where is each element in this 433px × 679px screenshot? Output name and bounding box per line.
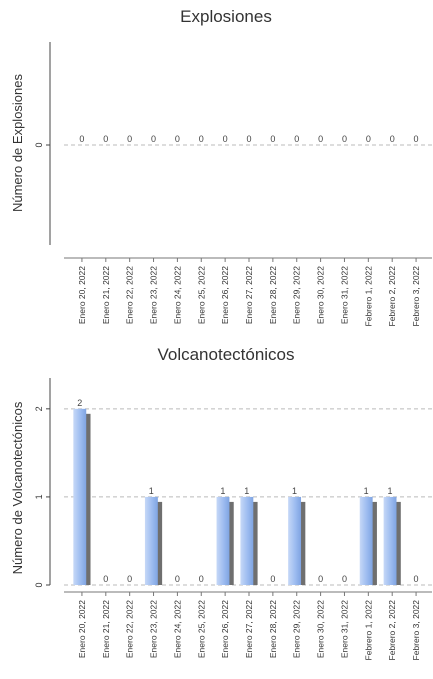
x-tick-label: Enero 24, 2022 — [172, 266, 182, 324]
bar — [73, 408, 87, 585]
chart-title: Volcanotectónicos — [157, 345, 294, 364]
data-label: 0 — [318, 134, 323, 144]
data-label: 0 — [318, 574, 323, 584]
volcanotectonicos-chart: Volcanotectónicos Número de Volcanotectó… — [10, 345, 432, 660]
x-tick-label: Enero 30, 2022 — [316, 600, 326, 658]
plot-area: 0 0 Enero 20, 2022 0 Enero 21, 2022 0 Enero 22… — [34, 42, 432, 326]
x-tick-label: Enero 22, 2022 — [125, 266, 135, 324]
x-tick-label: Enero 22, 2022 — [125, 600, 135, 658]
y-tick-label: 0 — [34, 582, 44, 587]
data-label: 0 — [127, 574, 132, 584]
x-tick-label: Febrero 3, 2022 — [411, 266, 421, 327]
data-label: 0 — [151, 134, 156, 144]
data-label: 0 — [270, 134, 275, 144]
x-tick-label: Enero 24, 2022 — [172, 600, 182, 658]
x-tick-label: Enero 21, 2022 — [101, 600, 111, 658]
x-tick-label: Enero 27, 2022 — [244, 266, 254, 324]
x-tick-label: Enero 21, 2022 — [101, 266, 111, 324]
bar — [144, 496, 158, 585]
x-tick-label: Febrero 2, 2022 — [387, 266, 397, 327]
data-label: 1 — [220, 486, 225, 496]
y-tick-label: 2 — [34, 406, 44, 411]
data-label: 0 — [366, 134, 371, 144]
data-label: 0 — [103, 134, 108, 144]
data-label: 0 — [342, 574, 347, 584]
y-tick-label: 0 — [34, 142, 44, 147]
x-tick-label: Enero 26, 2022 — [220, 266, 230, 324]
data-label: 0 — [342, 134, 347, 144]
x-tick-label: Enero 20, 2022 — [77, 600, 87, 658]
bar-shadow — [154, 501, 163, 585]
data-label: 0 — [103, 574, 108, 584]
data-label: 0 — [414, 574, 419, 584]
x-tick-label: Enero 27, 2022 — [244, 600, 254, 658]
x-tick-label: Febrero 2, 2022 — [387, 600, 397, 661]
y-tick-label: 1 — [34, 494, 44, 499]
bar — [359, 496, 373, 585]
x-tick-label: Enero 20, 2022 — [77, 266, 87, 324]
data-label: 2 — [77, 398, 82, 408]
x-tick-label: Enero 31, 2022 — [339, 600, 349, 658]
data-label: 0 — [414, 134, 419, 144]
bar-shadow — [249, 501, 258, 585]
x-tick-label: Enero 30, 2022 — [316, 266, 326, 324]
x-tick-label: Enero 25, 2022 — [196, 266, 206, 324]
x-tick-label: Enero 23, 2022 — [149, 600, 159, 658]
bar-shadow — [369, 501, 377, 585]
data-label: 0 — [246, 134, 251, 144]
data-label: 1 — [387, 486, 392, 496]
explosiones-chart: Explosiones Número de Explosiones 0 0 Ener… — [10, 7, 432, 326]
data-label: 0 — [390, 134, 395, 144]
x-tick-label: Enero 28, 2022 — [268, 266, 278, 324]
data-label: 1 — [244, 486, 249, 496]
data-label: 0 — [199, 574, 204, 584]
data-label: 0 — [294, 134, 299, 144]
data-label: 0 — [127, 134, 132, 144]
x-tick-label: Enero 23, 2022 — [149, 266, 159, 324]
x-tick-label: Febrero 1, 2022 — [363, 266, 373, 327]
x-tick-label: Febrero 1, 2022 — [363, 600, 373, 661]
bar-shadow — [393, 501, 401, 585]
data-label: 1 — [364, 486, 369, 496]
bar — [383, 496, 397, 585]
x-tick-label: Enero 29, 2022 — [292, 600, 302, 658]
bar-shadow — [82, 413, 91, 585]
bar-shadow — [225, 501, 234, 585]
x-tick-label: Febrero 3, 2022 — [411, 600, 421, 661]
bar — [216, 496, 230, 585]
y-axis-label: Número de Explosiones — [10, 73, 25, 212]
data-label: 0 — [223, 134, 228, 144]
x-tick-label: Enero 31, 2022 — [339, 266, 349, 324]
plot-area: 0 1 2 2 Enero 20, 2022 0 Enero 21, 2022 0 Enero … — [34, 378, 432, 660]
chart-title: Explosiones — [180, 7, 272, 26]
x-tick-label: Enero 29, 2022 — [292, 266, 302, 324]
data-label: 1 — [149, 486, 154, 496]
bar-shadow — [297, 501, 306, 585]
bar — [288, 496, 302, 585]
data-label: 0 — [270, 574, 275, 584]
x-tick-label: Enero 25, 2022 — [196, 600, 206, 658]
y-axis-label: Número de Volcanotectónicos — [10, 401, 25, 574]
x-tick-label: Enero 28, 2022 — [268, 600, 278, 658]
x-tick-label: Enero 26, 2022 — [220, 600, 230, 658]
data-label: 0 — [79, 134, 84, 144]
data-label: 0 — [175, 134, 180, 144]
bar — [240, 496, 254, 585]
data-label: 0 — [199, 134, 204, 144]
data-label: 1 — [292, 486, 297, 496]
data-label: 0 — [175, 574, 180, 584]
